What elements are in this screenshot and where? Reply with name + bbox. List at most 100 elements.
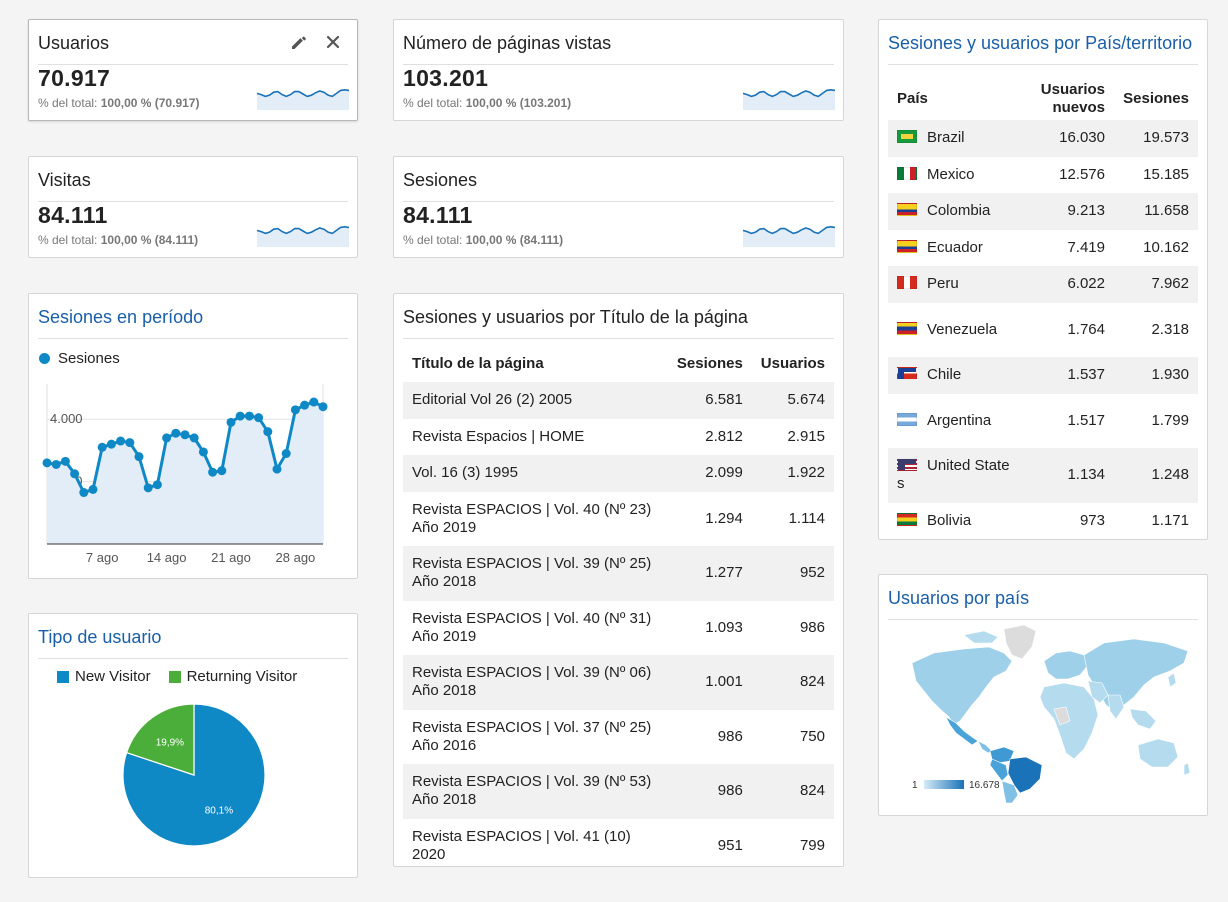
data-point	[189, 433, 199, 443]
country-row[interactable]: Brazil 16.030 19.573	[888, 120, 1198, 157]
brazil-region	[1007, 756, 1043, 794]
mexico-region	[945, 716, 979, 746]
data-point	[235, 411, 245, 421]
country-row[interactable]: United States 1.134 1.248	[888, 448, 1198, 503]
country-sessions-cell: 1.799	[1151, 411, 1189, 429]
data-point	[51, 459, 61, 469]
peru-flag-icon	[897, 276, 917, 290]
page-row[interactable]: Revista ESPACIOS | Vol. 39 (Nº 25) Año 2…	[403, 546, 834, 601]
country-cell[interactable]: Bolivia	[888, 503, 1022, 540]
pages-table-card[interactable]: Sesiones y usuarios por Título de la pág…	[393, 293, 844, 867]
data-point	[162, 433, 172, 443]
col-users[interactable]: Usuarios	[760, 355, 825, 372]
pie-slice-label: 19,9%	[156, 738, 184, 749]
page-row[interactable]: Revista ESPACIOS | Vol. 39 (Nº 06) Año 2…	[403, 655, 834, 710]
page-users-cell: 952	[751, 546, 834, 601]
visitas-metric-card[interactable]: Visitas 84.111 % del total: 100,00 % (84…	[28, 156, 358, 258]
page-title-cell[interactable]: Revista ESPACIOS | Vol. 39 (Nº 25) Año 2…	[403, 546, 668, 601]
user-type-pie-chart: 80,1% 19,9%	[122, 703, 266, 847]
usuarios-metric-card[interactable]: Usuarios 70.917 % del total: 100,00 % (7…	[28, 19, 358, 121]
sessions-chart-card[interactable]: Sesiones en período Sesiones 2.0004.0007…	[28, 293, 358, 579]
country-new-users-cell: 1.517	[1067, 411, 1105, 429]
country-row[interactable]: Argentina 1.517 1.799	[888, 394, 1198, 449]
page-users-cell: 986	[799, 618, 825, 636]
col-new-users-label: Usuarios nuevos	[1040, 81, 1105, 116]
user-type-card[interactable]: Tipo de usuario New Visitor Returning Vi…	[28, 613, 358, 878]
country-row[interactable]: Chile 1.537 1.930	[888, 357, 1198, 394]
data-point	[60, 456, 70, 466]
col-sessions[interactable]: Sesiones	[676, 355, 743, 372]
data-point	[244, 411, 254, 421]
data-point	[208, 467, 218, 477]
page-title-cell[interactable]: Revista ESPACIOS | Vol. 40 (Nº 23) Año 2…	[412, 500, 652, 536]
sparkline-area	[257, 89, 349, 110]
paginas-sparkline	[743, 88, 835, 110]
sparkline-area	[743, 89, 835, 110]
page-title-cell[interactable]: Editorial Vol 26 (2) 2005	[403, 382, 668, 419]
page-row[interactable]: Vol. 16 (3) 1995 2.099 1.922	[403, 455, 834, 492]
country-cell[interactable]: Peru	[888, 266, 1022, 303]
page-title-cell[interactable]: Revista ESPACIOS | Vol. 37 (Nº 25) Año 2…	[412, 718, 652, 754]
page-title-cell[interactable]: Revista ESPACIOS | Vol. 39 (Nº 06) Año 2…	[403, 655, 668, 710]
page-users-cell: 1.922	[751, 455, 834, 492]
country-cell[interactable]: Brazil	[888, 120, 1022, 157]
page-row[interactable]: Revista ESPACIOS | Vol. 41 (10) 2020 951 7…	[403, 819, 834, 874]
country-cell[interactable]: Argentina	[888, 394, 1022, 449]
data-point	[152, 480, 162, 490]
page-title-cell[interactable]: Revista ESPACIOS | Vol. 39 (Nº 53) Año 2…	[403, 764, 668, 819]
sesiones-card-title: Sesiones	[403, 168, 834, 202]
world-map: 1 16.678	[911, 625, 1191, 804]
page-title-cell[interactable]: Revista Espacios | HOME	[412, 427, 585, 445]
page-users-cell: 824	[751, 764, 834, 819]
country-row[interactable]: Bolivia 973 1.171	[888, 503, 1198, 540]
page-row[interactable]: Revista ESPACIOS | Vol. 40 (Nº 23) Año 2…	[403, 492, 834, 547]
col-new-users[interactable]: Usuarios nuevos	[1022, 78, 1114, 120]
country-sessions-cell: 15.185	[1143, 165, 1189, 183]
page-row[interactable]: Revista ESPACIOS | Vol. 40 (Nº 31) Año 2…	[403, 601, 834, 656]
close-icon[interactable]	[323, 32, 343, 52]
page-users-cell: 2.915	[787, 427, 825, 445]
col-country[interactable]: País	[897, 90, 928, 107]
country-row[interactable]: Ecuador 7.419 10.162	[888, 230, 1198, 267]
col-country-sessions[interactable]: Sesiones	[1123, 90, 1189, 107]
country-name: Peru	[927, 275, 959, 293]
paginas-metric-card[interactable]: Número de páginas vistas 103.201 % del t…	[393, 19, 844, 121]
country-cell[interactable]: Colombia	[888, 193, 1022, 230]
country-table-header: País Usuarios nuevos Sesiones	[888, 78, 1198, 120]
country-table-card[interactable]: Sesiones y usuarios por País/territorio …	[878, 19, 1208, 540]
total-prefix: % del total:	[38, 96, 98, 110]
country-row[interactable]: Mexico 12.576 15.185	[888, 157, 1198, 194]
country-cell[interactable]: Ecuador	[888, 230, 1022, 267]
country-name: Argentina	[927, 411, 992, 429]
page-row[interactable]: Revista ESPACIOS | Vol. 37 (Nº 25) Año 2…	[403, 710, 834, 765]
col-page-title[interactable]: Título de la página	[412, 355, 544, 372]
country-sessions-cell: 11.658	[1114, 193, 1198, 230]
page-title-cell[interactable]: Revista ESPACIOS | Vol. 40 (Nº 31) Año 2…	[412, 609, 652, 645]
page-row[interactable]: Editorial Vol 26 (2) 2005 6.581 5.674	[403, 382, 834, 419]
country-table: País Usuarios nuevos Sesiones Brazil 16.0…	[888, 78, 1198, 539]
country-row[interactable]: Peru 6.022 7.962	[888, 266, 1198, 303]
page-row[interactable]: Revista Espacios | HOME 2.812 2.915	[403, 419, 834, 456]
page-title-cell[interactable]: Vol. 16 (3) 1995	[403, 455, 668, 492]
country-cell[interactable]: Mexico	[888, 157, 1022, 194]
page-row[interactable]: Revista ESPACIOS | Vol. 39 (Nº 53) Año 2…	[403, 764, 834, 819]
country-sessions-cell: 2.318	[1151, 320, 1189, 338]
page-users-cell: 799	[799, 836, 825, 854]
country-row[interactable]: Colombia 9.213 11.658	[888, 193, 1198, 230]
country-cell[interactable]: United States	[888, 448, 1022, 503]
country-row[interactable]: Venezuela 1.764 2.318	[888, 303, 1198, 358]
australia-region	[1137, 738, 1179, 768]
country-sessions-cell: 1.171	[1151, 511, 1189, 529]
usuarios-value: 70.917	[38, 65, 111, 91]
country-cell[interactable]: Chile	[888, 357, 1022, 394]
total-prefix: % del total:	[38, 233, 98, 247]
country-cell[interactable]: Venezuela	[888, 303, 1022, 358]
sparkline-area	[743, 226, 835, 247]
pencil-icon[interactable]	[289, 32, 309, 52]
sparkline-line	[743, 225, 835, 235]
data-point	[134, 452, 144, 462]
pages-table-header: Título de la página Sesiones Usuarios	[403, 346, 834, 382]
map-card[interactable]: Usuarios por país 1	[878, 574, 1208, 816]
page-title-cell[interactable]: Revista ESPACIOS | Vol. 41 (10) 2020	[412, 827, 631, 863]
sesiones-metric-card[interactable]: Sesiones 84.111 % del total: 100,00 % (8…	[393, 156, 844, 258]
